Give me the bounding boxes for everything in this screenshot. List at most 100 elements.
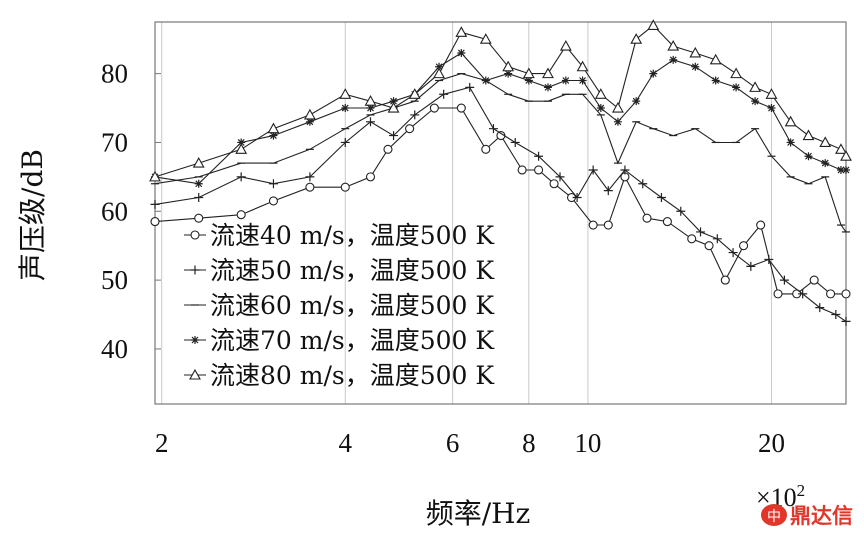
x-tick-label: 8	[522, 428, 536, 458]
series-5-point	[267, 122, 280, 134]
series-2-point	[588, 165, 598, 175]
series-1-point	[194, 213, 204, 223]
series-1-point	[236, 210, 246, 220]
series-1-point	[517, 165, 527, 175]
series-1-point	[756, 220, 766, 230]
series-5-point	[149, 170, 161, 182]
series-5-point	[303, 108, 316, 120]
series-5-point	[667, 39, 680, 51]
legend-swatch-marker	[189, 368, 201, 380]
x-tick-label: 2	[155, 428, 169, 458]
series-5-point	[802, 129, 815, 141]
series-4-point	[341, 104, 350, 113]
series-2-point	[656, 193, 666, 203]
series-2-point	[676, 206, 686, 216]
series-5-point	[479, 33, 492, 44]
series-2-point	[268, 179, 278, 189]
series-5-point	[408, 88, 421, 99]
series-2-point	[746, 261, 756, 271]
series-4-point	[543, 83, 552, 92]
x-axis-title: 频率/Hz	[426, 497, 531, 530]
series-1-point	[456, 103, 466, 113]
legend-swatch-marker	[191, 336, 199, 344]
series-4-line	[154, 52, 846, 185]
series-1-point	[720, 275, 730, 285]
series-1-point	[150, 217, 160, 227]
legend-label: 流速80 m/s，温度500 K	[210, 361, 495, 390]
legend-item: 流速50 m/s，温度500 K	[184, 256, 495, 285]
series-2-point	[712, 234, 722, 244]
watermark-logo-text: 中	[767, 509, 781, 525]
series-2-point	[764, 254, 774, 264]
series-4-point	[269, 131, 278, 140]
series-2-point	[638, 179, 648, 189]
legend-swatch-marker	[190, 230, 200, 240]
legend-item: 流速80 m/s，温度500 K	[184, 361, 495, 390]
series-5-point	[455, 26, 468, 37]
series-1-point	[826, 289, 836, 299]
series-1-point	[588, 220, 598, 230]
legend-label: 流速40 m/s，温度500 K	[210, 221, 495, 250]
series-5-point	[749, 81, 762, 92]
series-5-point	[339, 88, 352, 99]
y-tick-label: 40	[101, 334, 128, 364]
series-4-point	[821, 159, 830, 168]
y-tick-label: 60	[101, 196, 128, 226]
series-4-point	[305, 117, 314, 126]
x-tick-label: 20	[758, 428, 785, 458]
series-5-point	[709, 53, 722, 65]
watermark-brand: 鼎达信	[790, 504, 853, 528]
series-1-point	[739, 241, 749, 251]
series-5-point	[559, 39, 572, 51]
series-2-line	[154, 86, 847, 322]
x-axis-multiplier-exponent: 2	[797, 481, 806, 500]
series-1-point	[383, 144, 393, 154]
series-2-point	[150, 199, 160, 209]
series-1-point	[687, 234, 697, 244]
series-1-point	[549, 179, 559, 189]
watermark-logo-icon	[761, 504, 787, 526]
series-2-point	[831, 310, 841, 320]
series-2-point	[305, 172, 315, 182]
series-5-point	[730, 67, 743, 79]
series-5-point	[235, 143, 248, 154]
series-2-point	[465, 82, 475, 92]
series-4-point	[435, 62, 444, 71]
series-1-point	[662, 217, 672, 227]
series-5-point	[387, 101, 400, 113]
legend-swatch-marker	[190, 265, 200, 275]
series-4-point	[389, 97, 398, 106]
series-2-point	[798, 289, 808, 299]
series-2-point	[696, 227, 706, 237]
y-tick-label: 70	[101, 127, 128, 157]
legend-label: 流速60 m/s，温度500 K	[210, 291, 495, 320]
series-4-point	[194, 179, 203, 188]
series-4-point	[481, 76, 490, 85]
series-1-point	[841, 289, 851, 299]
series-4-point	[457, 48, 466, 57]
series-4-point	[596, 104, 605, 113]
tick-labels: 2 4 6 8 10 20 40 50 60 70 80	[101, 59, 785, 458]
series-5-point	[364, 95, 377, 106]
series-2	[150, 82, 851, 326]
series-4-point	[836, 165, 845, 174]
series-1-point	[773, 289, 783, 299]
series-5-point	[594, 88, 607, 99]
series-5-point	[502, 60, 515, 72]
series-2-point	[236, 172, 246, 182]
series-2-point	[366, 117, 376, 127]
series-2-point	[389, 131, 399, 141]
series-1-point	[340, 182, 350, 192]
series-1-point	[405, 124, 415, 134]
series-1-point	[268, 196, 279, 206]
series-2-point	[194, 193, 204, 203]
series-layer	[149, 19, 852, 326]
series-5-point	[765, 88, 778, 99]
watermark: 中 鼎达信	[761, 504, 853, 528]
series-2-point	[603, 186, 613, 196]
series-5-point	[689, 46, 702, 58]
series-2-point	[620, 165, 630, 175]
series-4-point	[578, 76, 587, 85]
y-axis-title: 声压级/dB	[16, 149, 49, 281]
series-4-point	[842, 165, 850, 174]
